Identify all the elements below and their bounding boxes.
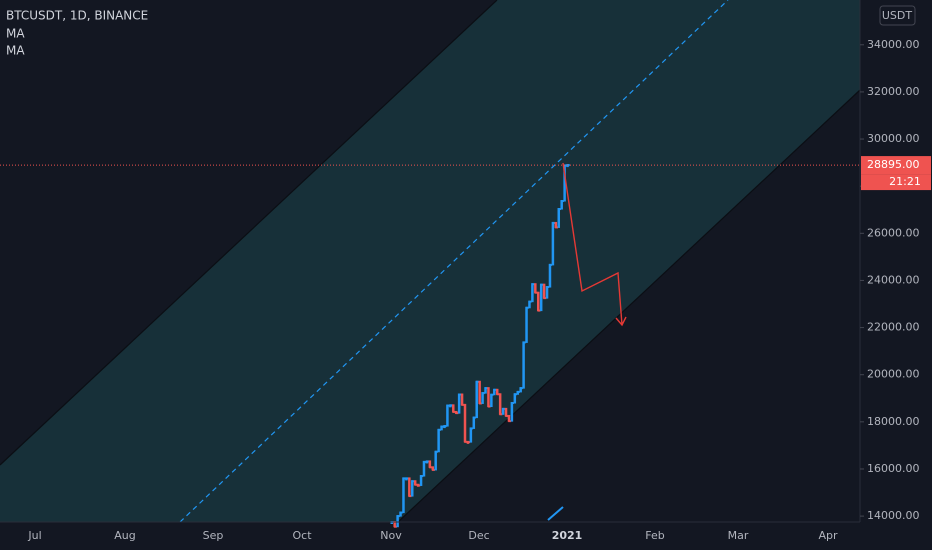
y-tick-label: 22000.00	[867, 321, 920, 334]
price-step	[545, 286, 549, 299]
chart-title: BTCUSDT, 1D, BINANCE	[6, 9, 148, 23]
y-tick-label: 24000.00	[867, 273, 920, 286]
price-step	[457, 393, 461, 414]
price-step	[560, 200, 563, 210]
channel-median	[179, 0, 729, 523]
x-tick-label: Aug	[114, 529, 135, 542]
price-step	[525, 306, 528, 343]
price-step	[396, 515, 399, 528]
channel-lower	[397, 89, 861, 523]
currency-label: USDT	[882, 9, 913, 22]
price-step	[440, 425, 443, 431]
price-step	[472, 416, 476, 429]
x-tick-label: Oct	[292, 529, 312, 542]
indicator-label: MA	[6, 44, 25, 58]
price-step	[522, 341, 525, 389]
price-step	[478, 380, 481, 404]
price-step	[428, 460, 432, 468]
countdown-label: 21:21	[889, 175, 921, 188]
price-step	[551, 221, 555, 266]
last-price-box	[861, 156, 931, 175]
price-step	[537, 291, 540, 312]
channel-upper	[0, 0, 498, 466]
x-tick-label: 2021	[552, 529, 583, 542]
price-step	[446, 404, 449, 427]
x-tick-label: Feb	[645, 529, 664, 542]
price-step	[542, 283, 546, 299]
price-step	[501, 407, 505, 415]
price-step	[557, 208, 561, 228]
x-tick-label: Sep	[203, 529, 224, 542]
price-step	[510, 401, 514, 422]
countdown-box	[861, 174, 931, 191]
channel-fill	[0, 0, 860, 522]
y-tick-label: 26000.00	[867, 226, 920, 239]
price-step	[493, 388, 496, 396]
price-step	[484, 387, 487, 394]
price-step	[513, 393, 517, 404]
price-step	[519, 387, 522, 393]
price-step	[531, 283, 534, 303]
price-step	[452, 404, 455, 413]
projection-arrow	[562, 162, 623, 326]
price-step	[399, 511, 402, 517]
y-tick-label: 30000.00	[867, 132, 920, 145]
price-step	[563, 164, 566, 202]
ma-line	[547, 506, 564, 521]
y-tick-label: 34000.00	[867, 38, 920, 51]
x-tick-label: Mar	[728, 529, 749, 542]
price-step	[460, 393, 464, 406]
price-step	[487, 387, 490, 408]
price-step	[475, 380, 478, 419]
price-step	[534, 283, 537, 294]
y-tick-label: 18000.00	[867, 415, 920, 428]
price-step	[539, 283, 543, 312]
price-step	[504, 407, 508, 417]
price-step	[393, 521, 396, 528]
indicator-label: MA	[6, 27, 25, 41]
price-step	[554, 221, 558, 228]
price-step	[413, 480, 417, 486]
price-step	[434, 450, 437, 471]
price-step	[469, 427, 473, 443]
price-step	[528, 300, 531, 309]
y-tick-label: 16000.00	[867, 462, 920, 475]
arrow-head	[615, 316, 627, 327]
price-step	[402, 477, 405, 514]
price-step	[408, 477, 411, 497]
price-step	[490, 393, 493, 408]
price-step	[419, 475, 423, 486]
price-step	[481, 392, 484, 404]
price-step	[411, 480, 414, 497]
price-series	[390, 164, 570, 528]
y-tick-label: 32000.00	[867, 85, 920, 98]
x-tick-label: Jul	[27, 529, 41, 542]
price-axis: 14000.00 16000.00 18000.00 20000.00 22000.00…	[860, 38, 920, 522]
y-tick-label: 20000.00	[867, 368, 920, 381]
price-step	[422, 460, 426, 477]
x-tick-label: Nov	[380, 529, 402, 542]
price-step	[463, 403, 467, 443]
price-step	[431, 466, 435, 471]
price-step	[437, 428, 440, 453]
last-price-label: 28895.00	[867, 158, 920, 171]
x-tick-label: Dec	[468, 529, 489, 542]
y-tick-label: 14000.00	[867, 509, 920, 522]
price-step	[498, 393, 502, 415]
price-step	[507, 414, 511, 422]
x-tick-label: Apr	[818, 529, 838, 542]
price-step	[495, 388, 499, 395]
currency-button[interactable]	[879, 5, 916, 26]
price-step	[548, 263, 552, 288]
